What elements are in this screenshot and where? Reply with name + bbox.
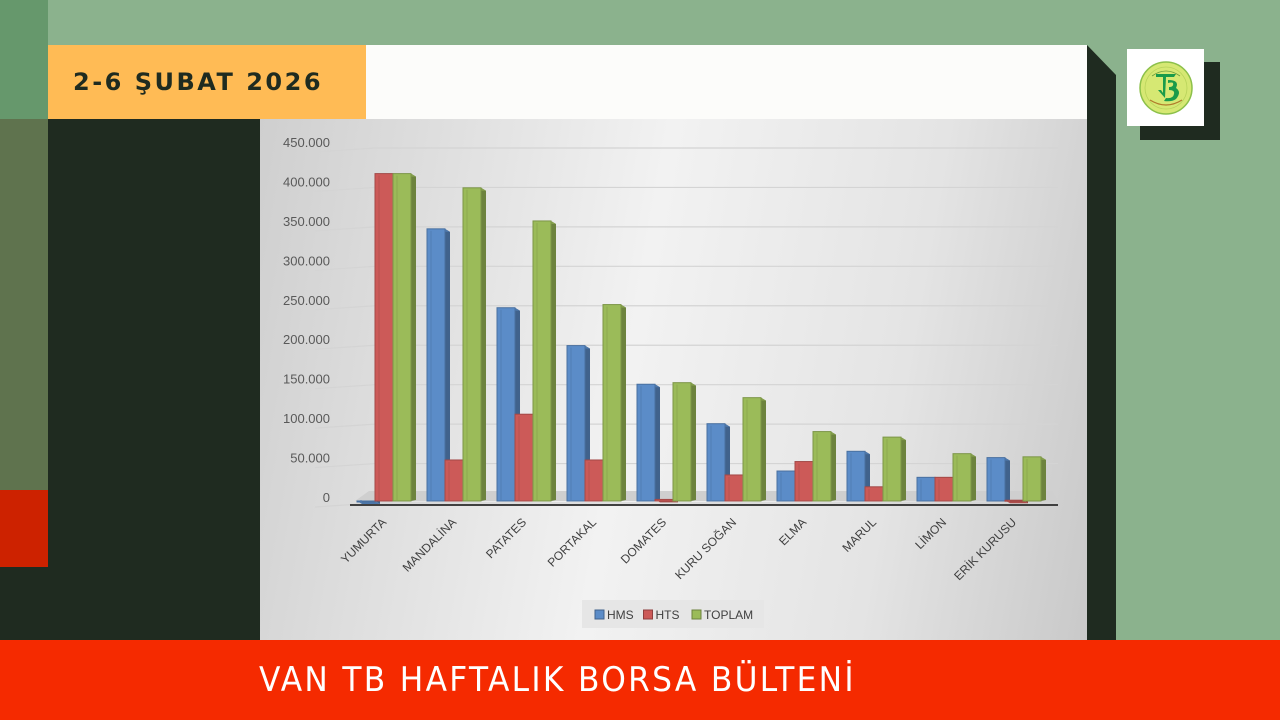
x-category-label: YUMURTA <box>338 515 389 566</box>
y-tick-label: 300.000 <box>283 253 330 268</box>
y-tick-label: 450.000 <box>283 135 330 150</box>
bar-toplam <box>602 304 626 502</box>
panel-shadow-edge <box>1087 45 1116 640</box>
bar-toplam <box>392 173 416 502</box>
footer-title: VAN TB HAFTALIK BORSA BÜLTENİ <box>259 660 856 700</box>
date-label: 2-6 ŞUBAT 2026 <box>73 68 324 96</box>
x-category-label: DOMATES <box>618 515 669 566</box>
y-tick-label: 350.000 <box>283 214 330 229</box>
logo-box <box>1127 49 1204 126</box>
legend-label-hts: HTS <box>656 608 680 622</box>
date-badge: 2-6 ŞUBAT 2026 <box>48 45 366 119</box>
x-category-label: MARUL <box>840 515 880 555</box>
bar-toplam <box>952 453 976 502</box>
x-category-label: LİMON <box>912 515 949 552</box>
left-accent-strip-red <box>0 490 48 567</box>
left-accent-strip-middle <box>0 119 48 490</box>
x-category-label: MANDALİNA <box>400 515 459 574</box>
bar-toplam <box>532 220 556 502</box>
bar-chart: 0 50.000 100.000 150.000 200.000 250.000 300.0… <box>283 135 1058 628</box>
bar-toplam <box>1022 456 1046 502</box>
y-tick-label: 0 <box>323 490 330 505</box>
x-category-label: ERİK KURUSU <box>951 515 1019 583</box>
bar-toplam <box>672 382 696 502</box>
bar-toplam <box>812 431 836 502</box>
chart-bars <box>356 173 1046 504</box>
y-tick-label: 100.000 <box>283 411 330 426</box>
bar-hms <box>426 228 450 502</box>
chart-area: 0 50.000 100.000 150.000 200.000 250.000 300.0… <box>260 119 1087 640</box>
van-tb-logo-icon <box>1138 60 1193 115</box>
left-accent-strip-bottom <box>0 567 48 640</box>
footer-banner: VAN TB HAFTALIK BORSA BÜLTENİ <box>0 640 1280 720</box>
legend-swatch-hms <box>594 609 605 620</box>
x-category-label: PATATES <box>483 515 529 561</box>
legend-label-hms: HMS <box>607 608 634 622</box>
legend-swatch-toplam <box>691 609 702 620</box>
bar-hms <box>986 457 1010 502</box>
y-axis-labels: 0 50.000 100.000 150.000 200.000 250.000 300.0… <box>283 135 330 505</box>
x-category-label: ELMA <box>776 515 809 548</box>
legend-label-toplam: TOPLAM <box>704 608 753 622</box>
header-title-bar <box>366 45 1087 119</box>
y-tick-label: 200.000 <box>283 332 330 347</box>
x-axis-labels: YUMURTA MANDALİNA PATATES PORTAKAL DOMATES KU… <box>338 515 1019 584</box>
x-category-label: PORTAKAL <box>545 515 600 570</box>
legend-swatch-hts <box>643 609 653 620</box>
y-tick-label: 150.000 <box>283 372 330 387</box>
bar-toplam <box>462 187 486 502</box>
y-tick-label: 400.000 <box>283 174 330 189</box>
y-tick-label: 50.000 <box>290 451 330 466</box>
bar-toplam <box>742 397 766 502</box>
chart-legend: HMS HTS TOPLAM <box>582 600 764 628</box>
bar-hts <box>864 486 888 502</box>
left-accent-strip-top <box>0 0 48 119</box>
bar-toplam <box>882 436 906 502</box>
x-category-label: KURU SOĞAN <box>671 515 739 583</box>
bar-hms <box>636 383 660 502</box>
y-tick-label: 250.000 <box>283 293 330 308</box>
bar-hms <box>496 307 520 502</box>
